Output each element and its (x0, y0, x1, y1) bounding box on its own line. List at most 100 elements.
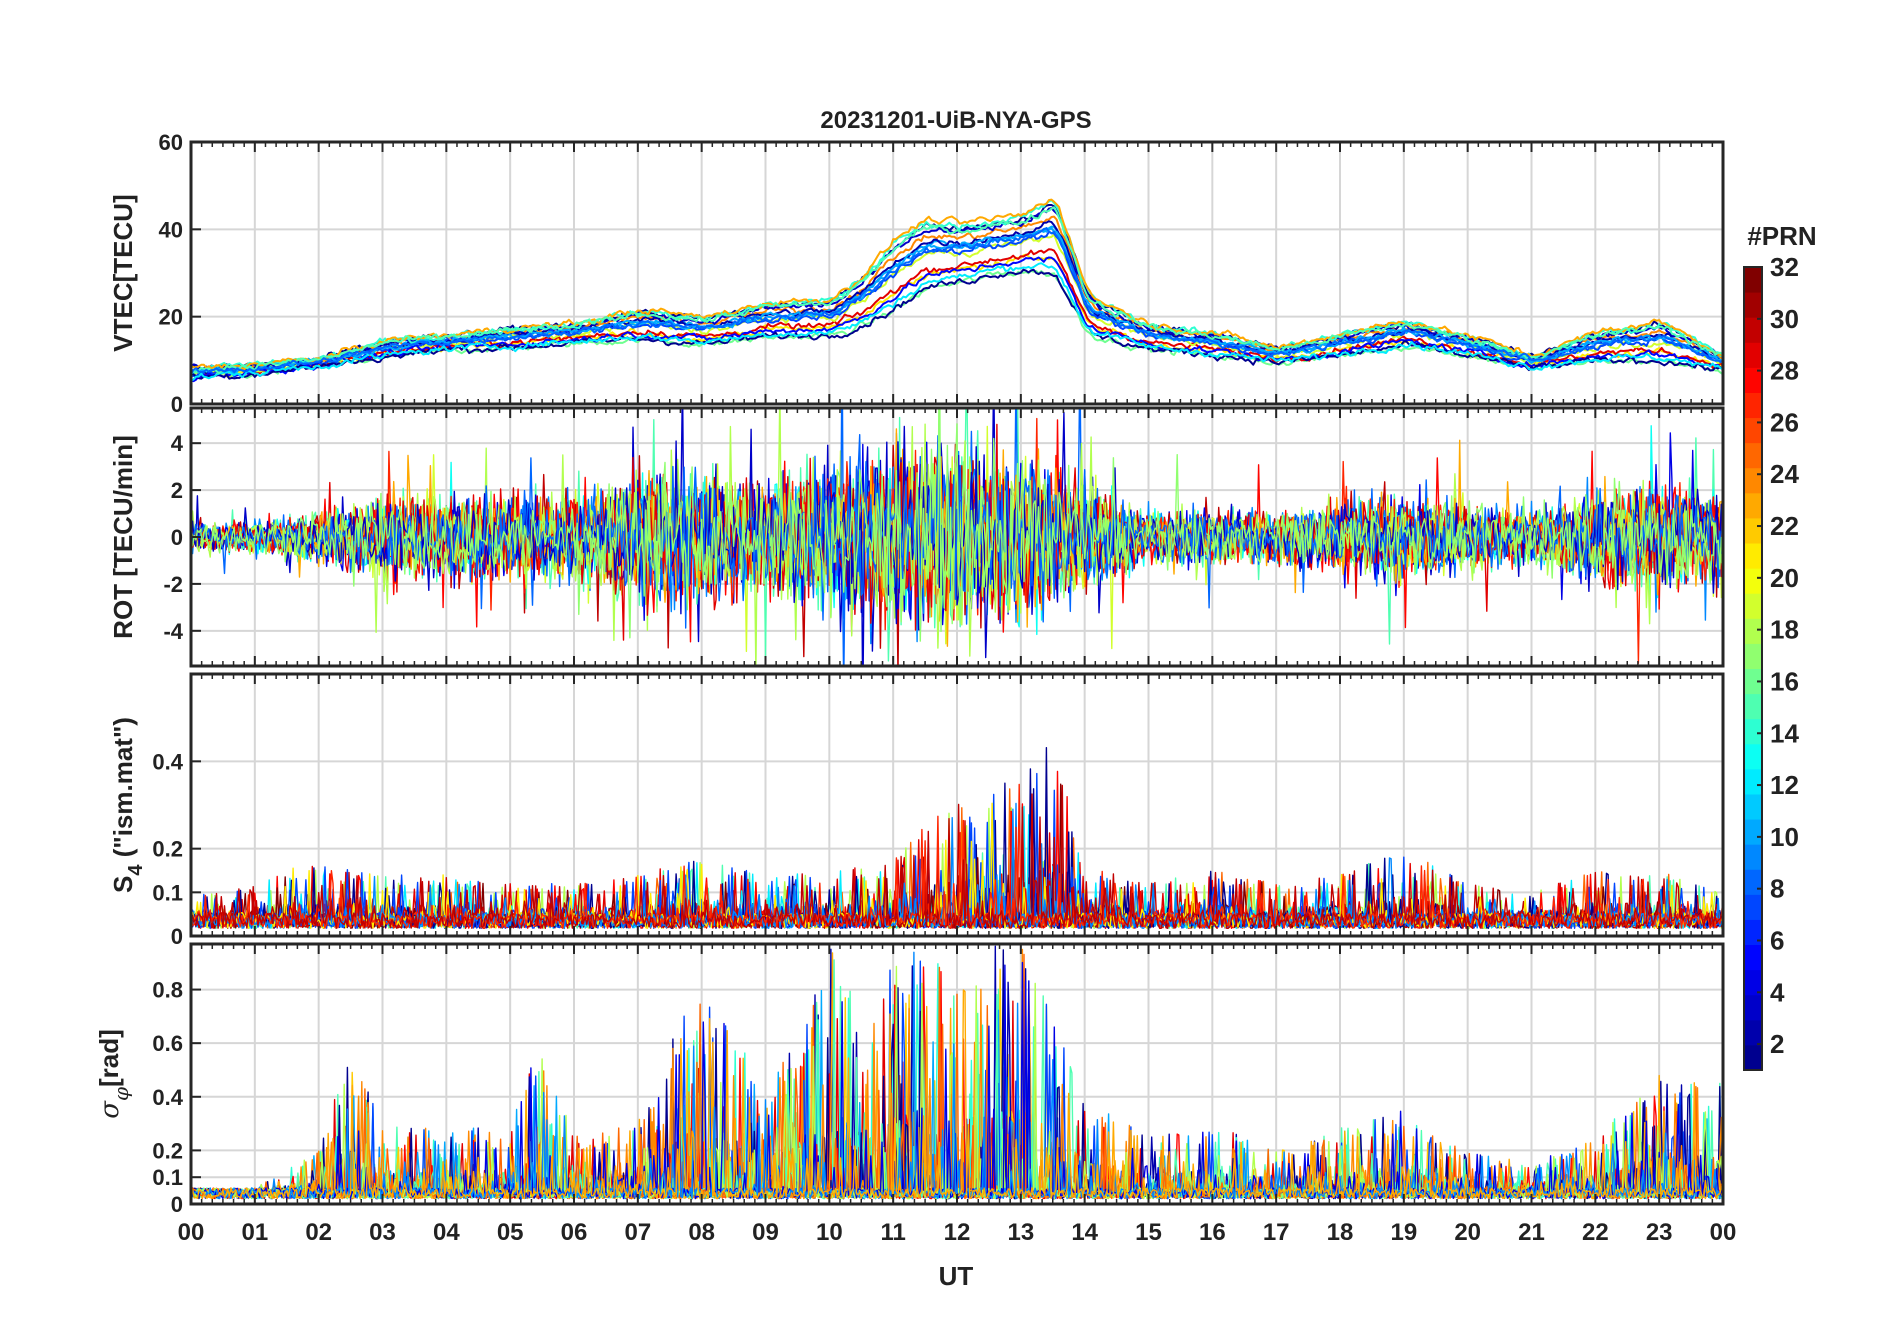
colorbar-segment (1744, 467, 1762, 494)
y-tick-label: -4 (163, 619, 183, 644)
colorbar-tick-label: 22 (1770, 511, 1799, 541)
colorbar-tick-label: 32 (1770, 252, 1799, 282)
series-group (191, 408, 1723, 666)
colorbar-segment (1744, 593, 1762, 619)
colorbar-tick-label: 14 (1770, 718, 1799, 748)
x-tick-label: 23 (1646, 1219, 1673, 1246)
y-tick-label: 0.8 (152, 978, 183, 1003)
y-axis-label: VTEC[TECU] (108, 194, 138, 351)
colorbar-tick-label: 8 (1770, 874, 1784, 904)
panel-sigma_phi: 00.10.2 0.4 0.6 0.8 σφ[rad] (94, 942, 1725, 1217)
colorbar-segment (1744, 844, 1762, 870)
colorbar-tick-label: 12 (1770, 770, 1799, 800)
series-prn-trace (191, 198, 1723, 371)
series-prn-trace (191, 227, 1723, 375)
colorbar-segment (1744, 1019, 1762, 1046)
x-tick-label: 10 (816, 1219, 843, 1246)
colorbar-segment (1744, 543, 1762, 569)
colorbar-segment (1744, 743, 1762, 770)
x-tick-label: 00 (1710, 1219, 1737, 1246)
series-prn-trace (191, 408, 1723, 657)
series-prn-trace (191, 816, 1723, 929)
series-prn-trace (191, 802, 1723, 929)
series-prn-trace (191, 206, 1723, 375)
y-tick-label: 0.4 (152, 1085, 183, 1110)
colorbar-tick-label: 16 (1770, 666, 1799, 696)
colorbar-tick-label: 18 (1770, 615, 1799, 645)
colorbar-segment (1744, 668, 1762, 695)
colorbar-segment (1744, 367, 1762, 393)
y-tick-label: 0.6 (152, 1031, 183, 1056)
x-tick-label: 15 (1135, 1219, 1162, 1246)
colorbar-segment (1744, 267, 1762, 293)
x-tick-label: 20 (1454, 1219, 1481, 1246)
x-tick-label: 04 (433, 1219, 460, 1246)
series-prn-trace (191, 230, 1723, 378)
x-tick-label: 18 (1327, 1219, 1354, 1246)
colorbar-segment (1744, 292, 1762, 318)
x-tick-label: 12 (944, 1219, 971, 1246)
series-prn-trace (191, 951, 1723, 1200)
colorbar-tick-label: 20 (1770, 563, 1799, 593)
x-tick-label: 22 (1582, 1219, 1609, 1246)
colorbar-segment (1744, 994, 1762, 1021)
colorbar-tick-label: 4 (1770, 977, 1785, 1007)
x-tick-label: 03 (369, 1219, 396, 1246)
colorbar-segment (1744, 894, 1762, 920)
colorbar-segment (1744, 869, 1762, 895)
y-tick-label: 0.1 (152, 880, 183, 905)
series-group (191, 198, 1723, 383)
y-tick-label: 0 (171, 1192, 183, 1217)
y-axis-label: S4 ("ism.mat") (108, 717, 147, 893)
x-tick-label: 09 (752, 1219, 779, 1246)
colorbar-segment (1744, 492, 1762, 519)
colorbar-segment (1744, 693, 1762, 720)
colorbar-segment (1744, 1044, 1762, 1071)
x-tick-label: 13 (1007, 1219, 1034, 1246)
x-tick-label: 16 (1199, 1219, 1226, 1246)
colorbar-tick-label: 2 (1770, 1029, 1784, 1059)
y-tick-label: 0.2 (152, 837, 183, 862)
y-axis-label: σφ[rad] (94, 1029, 133, 1119)
colorbar-tick-label: 26 (1770, 407, 1799, 437)
x-tick-label: 08 (688, 1219, 715, 1246)
y-tick-label: 0 (171, 924, 183, 949)
x-tick-label: 01 (241, 1219, 268, 1246)
y-tick-label: 4 (171, 431, 184, 456)
colorbar-tick-label: 30 (1770, 304, 1799, 334)
x-tick-label: 17 (1263, 1219, 1290, 1246)
colorbar-segment (1744, 417, 1762, 444)
colorbar-segment (1744, 919, 1762, 946)
y-tick-label: 2 (171, 478, 183, 503)
x-tick-label: 11 (880, 1219, 905, 1246)
colorbar-segment (1744, 342, 1762, 368)
colorbar-tick-label: 10 (1770, 822, 1799, 852)
panel-s4: 0 0.1 0.2 0.4S4 ("ism.mat") (108, 672, 1725, 949)
x-tick-label: 06 (561, 1219, 588, 1246)
colorbar-label: #PRN (1747, 221, 1816, 251)
panel-rot: -4 -2 0 2 4 ROT [TECU/min] (108, 406, 1725, 668)
y-tick-label: 0.4 (152, 749, 183, 774)
x-tick-label: 00 (178, 1219, 205, 1246)
series-prn-trace (191, 262, 1723, 382)
colorbar-segment (1744, 793, 1762, 820)
colorbar-segment (1744, 317, 1762, 343)
x-tick-label: 21 (1518, 1219, 1545, 1246)
y-tick-label: 0 (171, 392, 183, 417)
colorbar-segment (1744, 568, 1762, 594)
colorbar-segment (1744, 768, 1762, 795)
colorbar-segment (1744, 618, 1762, 644)
y-tick-label: 0.1 (152, 1165, 183, 1190)
series-prn-trace (191, 408, 1723, 642)
y-tick-label: 40 (159, 217, 183, 242)
x-axis: 00 01 02 03 04 05 06 07 08 09 10 11 12 13 14 15 16 17 18 19… (178, 1219, 1737, 1246)
x-tick-label: 07 (624, 1219, 651, 1246)
colorbar-tick-label: 24 (1770, 459, 1799, 489)
y-tick-label: 0 (171, 525, 183, 550)
colorbar-segment (1744, 944, 1762, 971)
colorbar-segment (1744, 643, 1762, 669)
colorbar-frame (1743, 266, 1763, 1071)
